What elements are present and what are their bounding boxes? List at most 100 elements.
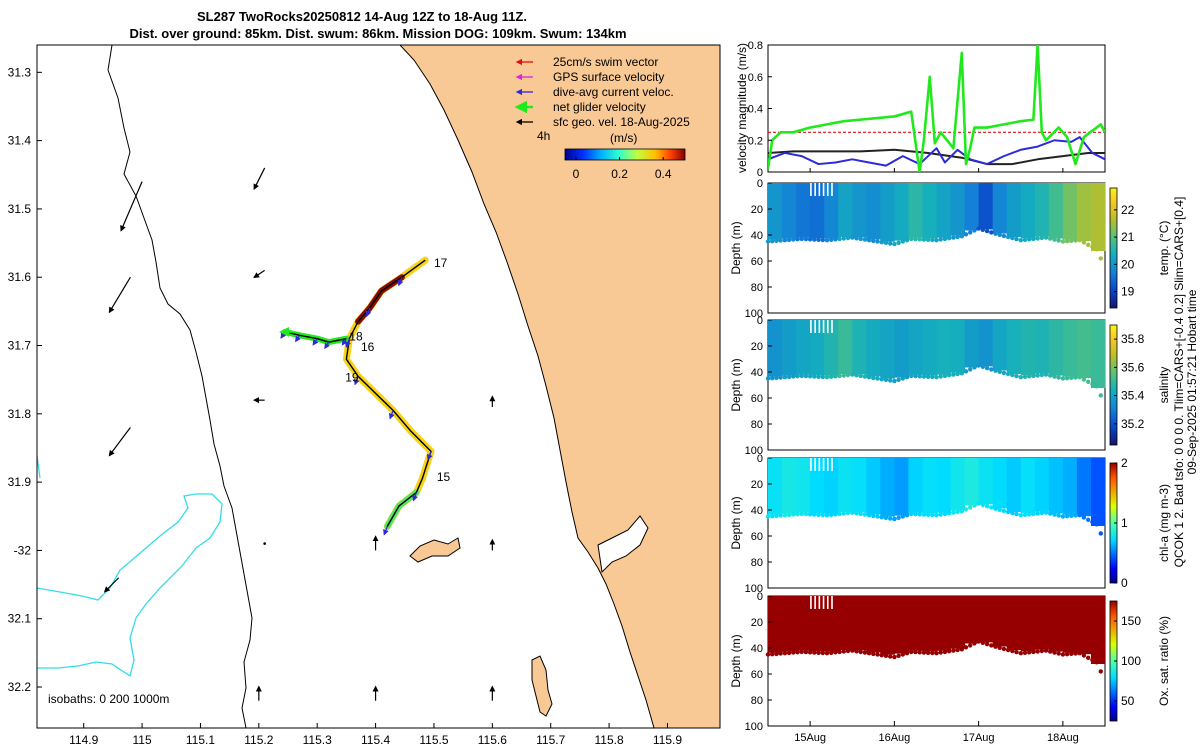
- section-y-tick-label: 0: [757, 453, 763, 465]
- track-line: [345, 259, 432, 527]
- section-edge-dot: [778, 238, 783, 243]
- map-x-tick-label: 115.8: [595, 733, 624, 747]
- section-cell: [796, 596, 811, 651]
- time-tick-label: 18Aug: [1047, 732, 1079, 744]
- section-cell: [782, 183, 797, 239]
- section-edge-dot: [921, 374, 927, 379]
- section-edge-dot: [807, 237, 813, 242]
- section-cell: [1020, 458, 1036, 514]
- section-cell: [824, 183, 839, 239]
- section-edge-dot: [946, 511, 952, 516]
- section-edge-dot: [1052, 512, 1057, 517]
- section-edge-dot: [909, 373, 914, 379]
- section-cell: [796, 183, 811, 238]
- section-edge-dot: [976, 226, 981, 231]
- side-label-right: 09-Sep-2025 01:57:21 Hobart time: [1185, 289, 1199, 474]
- section-edge-dot: [837, 649, 842, 655]
- section-edge-dot: [883, 240, 889, 245]
- section-edge-dot: [841, 511, 846, 516]
- day-label: 16: [361, 340, 375, 354]
- section-edge-dot: [1081, 653, 1087, 658]
- section-cell: [824, 320, 839, 376]
- section-cells: [768, 183, 1106, 251]
- section-edge-dot: [795, 650, 800, 655]
- map-y-axis: 31.3 31.4 31.5 31.6 31.7 31.8 31.9 -32 32.1 32.2: [8, 65, 42, 694]
- section-edge-dot: [879, 240, 884, 245]
- section-edge-dot: [778, 513, 783, 518]
- section-cell: [1034, 183, 1050, 237]
- section-edge-dot: [1014, 511, 1019, 517]
- section-edge-dot: [824, 238, 830, 243]
- section-panel-temperature: 0 20 40 60 80 100 Depth (m) 19 20 21 22 temp. (°C): [729, 178, 1171, 320]
- section-edge-dot: [837, 511, 842, 517]
- section-cell: [936, 596, 952, 651]
- section-edge-dot: [1035, 236, 1040, 241]
- map-colorbar: [564, 148, 686, 161]
- section-edge-dot: [1077, 513, 1082, 518]
- section-edge-dot: [951, 510, 956, 515]
- section-y-tick-label: 40: [751, 643, 763, 655]
- section-cell: [1006, 183, 1022, 238]
- section-edge-dot: [1043, 372, 1049, 377]
- section-edge-dot: [807, 374, 813, 379]
- section-edge-dot: [972, 503, 977, 508]
- section-edge-dot: [786, 237, 792, 243]
- section-edge-dot: [795, 237, 800, 242]
- section-edge-dot: [1064, 239, 1070, 244]
- section-edge-dot: [904, 238, 910, 243]
- section-cell: [852, 596, 867, 651]
- velocity-series-dive-avg-current: [768, 136, 1105, 167]
- section-gap: [818, 596, 821, 609]
- section-edge-dot: [1043, 235, 1049, 240]
- section-cell: [894, 458, 909, 516]
- legend-label: 25cm/s swim vector: [553, 55, 658, 69]
- section-edge-dot: [989, 230, 994, 235]
- section-colorbar-tick-label: 35.8: [1121, 332, 1145, 346]
- section-cell: [1076, 596, 1092, 655]
- section-edge-dot: [824, 375, 830, 380]
- section-y-tick-label: 100: [745, 308, 763, 320]
- section-edge-dot: [925, 512, 931, 517]
- section-colorbar-tick-label: 35.6: [1121, 360, 1145, 374]
- section-gap: [822, 183, 825, 196]
- velocity-y-tick-label: 0.8: [748, 40, 763, 52]
- current-arrow: [397, 277, 404, 287]
- section-cells: [768, 320, 1106, 388]
- section-edge-dot: [875, 514, 880, 519]
- section-edge-dot: [989, 367, 994, 372]
- section-gap: [822, 458, 825, 471]
- section-edge-dot: [803, 649, 809, 655]
- section-edge-dot: [1048, 649, 1053, 654]
- section-cell: [964, 183, 980, 231]
- section-y-tick-label: 60: [751, 256, 763, 268]
- current-arrow: [388, 410, 395, 420]
- section-edge-dot: [913, 511, 918, 517]
- section-edge-dot: [1014, 373, 1019, 379]
- section-edge-dot: [1073, 513, 1078, 518]
- section-edge-dot: [1031, 511, 1036, 517]
- estuary: [597, 515, 649, 574]
- section-y-tick-label: 20: [751, 341, 763, 353]
- section-edge-dot: [930, 650, 935, 656]
- section-edge-dot: [1090, 519, 1095, 525]
- section-cell: [866, 320, 881, 377]
- section-edge-dot: [951, 372, 956, 377]
- section-edge-dot: [980, 364, 985, 369]
- section-colorbar-tick-label: 0: [1121, 576, 1128, 590]
- section-edge-dot: [866, 238, 872, 243]
- section-gap: [822, 596, 825, 609]
- section-edge-dot: [976, 501, 981, 506]
- section-edge-dot: [1052, 237, 1057, 242]
- section-edge-dot: [917, 237, 922, 242]
- section-edge-dot: [1001, 370, 1007, 376]
- section-edge-dot: [820, 650, 825, 656]
- section-bottom-edge: [765, 639, 1104, 674]
- section-edge-dot: [968, 505, 973, 510]
- section-edge-dot: [1094, 660, 1099, 665]
- section-edge-dot: [829, 237, 834, 242]
- section-edge-dot: [888, 241, 893, 246]
- section-gap: [831, 183, 833, 196]
- section-edge-dot: [993, 231, 998, 236]
- section-edge-dot: [888, 516, 893, 521]
- section-edge-dot: [976, 639, 981, 644]
